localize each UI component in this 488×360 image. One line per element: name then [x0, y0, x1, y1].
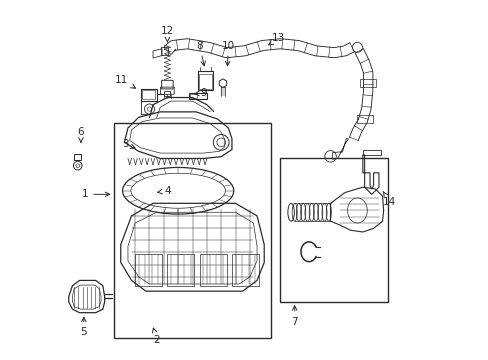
Text: 5: 5: [81, 317, 87, 337]
Text: 4: 4: [157, 186, 170, 196]
Text: 9: 9: [194, 88, 206, 98]
Text: 1: 1: [81, 189, 109, 199]
Text: 10: 10: [222, 41, 234, 66]
Text: 14: 14: [382, 192, 396, 207]
Text: 11: 11: [115, 75, 135, 88]
Text: 8: 8: [196, 41, 205, 66]
Text: 12: 12: [161, 26, 174, 42]
Text: 7: 7: [291, 306, 297, 327]
Text: 6: 6: [78, 127, 84, 142]
Text: 2: 2: [152, 328, 160, 345]
Text: 3: 3: [122, 139, 135, 149]
Text: 13: 13: [268, 33, 285, 45]
